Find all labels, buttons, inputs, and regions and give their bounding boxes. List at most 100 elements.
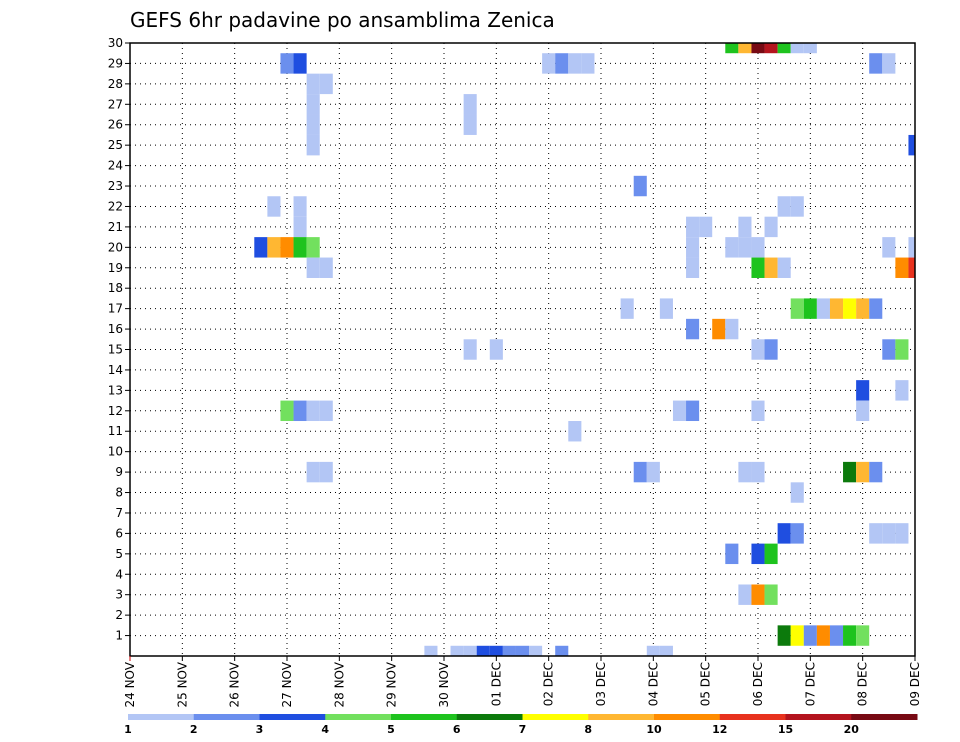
data-cell <box>816 298 830 319</box>
data-cell <box>869 523 883 544</box>
y-axis: 1234567891011121314151617181920212223242… <box>108 36 130 643</box>
y-tick-label: 29 <box>108 56 123 70</box>
colorbar-legend: 1 2 3 4 5 6 7 8 10 12 15 20 <box>124 714 918 736</box>
data-cell <box>542 53 556 74</box>
y-tick-label: 15 <box>108 343 123 357</box>
data-cell <box>489 645 503 656</box>
x-tick-label: 06 DEC <box>751 662 765 706</box>
data-cell <box>306 400 320 422</box>
colorbar-swatch <box>193 714 260 720</box>
data-cell <box>764 543 778 565</box>
data-cell <box>869 53 883 74</box>
y-tick-label: 13 <box>108 383 123 397</box>
colorbar-label: 4 <box>321 723 329 736</box>
data-cell <box>633 461 647 483</box>
colorbar-swatch <box>391 714 458 720</box>
x-tick-label: 07 DEC <box>803 662 817 706</box>
colorbar-label: 20 <box>844 723 860 736</box>
colorbar-swatch <box>522 714 589 720</box>
x-axis: 24 NOV 25 NOV 26 NOV 27 NOV 28 NOV 29 NOV 30 N… <box>123 656 922 708</box>
data-cell <box>280 237 294 258</box>
y-tick-label: 9 <box>115 465 123 479</box>
colorbar-label: 12 <box>712 723 727 736</box>
x-tick-label: 30 NOV <box>437 661 451 707</box>
data-cell <box>790 523 804 544</box>
colorbar-swatch <box>456 714 523 720</box>
data-cell <box>502 645 516 656</box>
data-cell <box>581 53 595 74</box>
colorbar-swatch <box>128 714 195 720</box>
colorbar-label: 7 <box>519 723 527 736</box>
data-cell <box>738 237 752 258</box>
plot-frame <box>129 42 916 657</box>
y-tick-label: 2 <box>115 608 123 622</box>
colorbar-label: 3 <box>256 723 264 736</box>
colorbar-label: 1 <box>124 723 132 736</box>
data-cell <box>882 237 896 258</box>
data-cell <box>790 43 804 54</box>
data-cell <box>764 584 778 605</box>
y-tick-label: 20 <box>108 240 123 254</box>
data-cell <box>751 339 765 360</box>
data-cell <box>463 94 477 115</box>
colorbar-swatch <box>851 714 918 720</box>
colorbar-label: 2 <box>190 723 198 736</box>
data-cell <box>856 461 870 483</box>
y-tick-label: 10 <box>108 445 123 459</box>
y-tick-label: 24 <box>108 159 123 173</box>
data-cell <box>686 318 700 340</box>
data-cell <box>319 400 333 422</box>
y-tick-label: 25 <box>108 138 123 152</box>
colorbar-label: 15 <box>778 723 793 736</box>
data-cell <box>646 461 660 483</box>
y-tick-label: 22 <box>108 199 123 213</box>
y-tick-label: 4 <box>115 567 123 581</box>
data-cell <box>306 237 320 258</box>
data-cell <box>293 400 307 422</box>
data-cell <box>280 53 294 74</box>
data-cell <box>319 73 333 95</box>
data-cell <box>450 645 464 656</box>
data-cell <box>803 298 817 319</box>
y-tick-label: 16 <box>108 322 123 336</box>
data-cell <box>829 298 844 319</box>
data-cell <box>555 53 569 74</box>
data-cell <box>319 461 333 483</box>
data-cell <box>306 257 320 278</box>
x-tick-label: 24 NOV <box>123 661 137 707</box>
colorbar-label: 6 <box>453 723 461 736</box>
data-cell <box>895 257 909 278</box>
data-cell <box>672 400 687 422</box>
x-tick-label: 02 DEC <box>542 662 556 706</box>
data-cell <box>777 257 791 278</box>
colorbar-swatch <box>259 714 326 720</box>
colorbar-swatch <box>654 714 721 720</box>
colorbar-swatch <box>785 714 852 720</box>
data-cell <box>751 584 765 605</box>
y-tick-label: 27 <box>108 97 123 111</box>
data-cell <box>306 134 320 156</box>
y-tick-label: 30 <box>108 36 123 50</box>
data-cell <box>751 237 765 258</box>
data-cell <box>751 461 765 483</box>
data-cell <box>869 298 883 319</box>
data-cell <box>764 216 778 238</box>
data-cell <box>790 625 804 646</box>
data-cell <box>306 94 320 115</box>
data-cell <box>659 298 673 319</box>
x-tick-label: 01 DEC <box>489 662 503 706</box>
data-cell <box>895 380 909 401</box>
data-cell <box>843 461 857 483</box>
grid-layer <box>130 43 915 656</box>
data-cell <box>882 339 896 360</box>
x-tick-label: 08 DEC <box>856 662 870 706</box>
data-cell <box>908 134 915 156</box>
data-cell <box>568 53 582 74</box>
data-cell <box>463 645 477 656</box>
data-cell <box>738 461 752 483</box>
colorbar-label: 8 <box>584 723 592 736</box>
data-cell <box>764 257 778 278</box>
y-tick-label: 17 <box>108 302 123 316</box>
x-tick-label: 09 DEC <box>908 662 922 706</box>
